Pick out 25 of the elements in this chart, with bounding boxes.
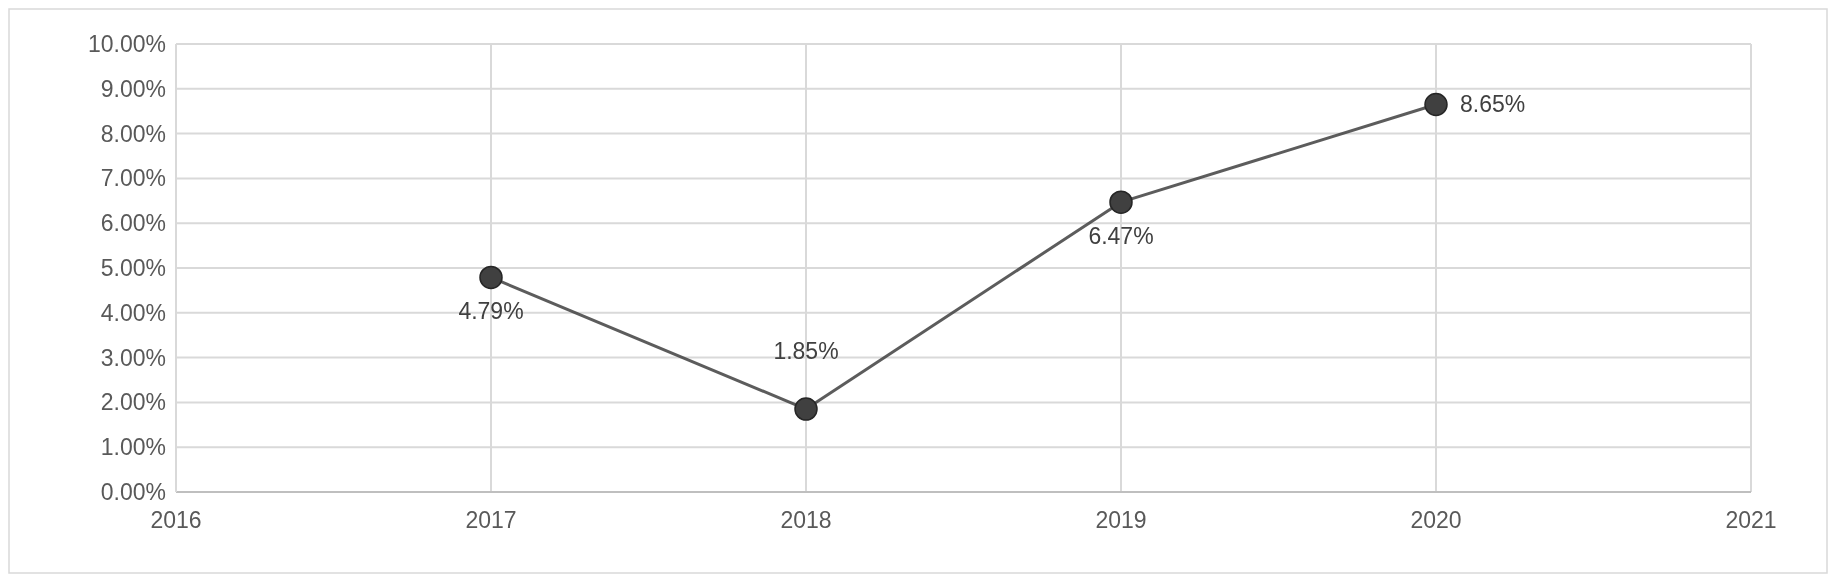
y-tick-label: 8.00% bbox=[100, 120, 166, 147]
x-tick-label: 2017 bbox=[465, 507, 517, 533]
y-tick-label: 5.00% bbox=[100, 255, 166, 282]
y-tick-label: 10.00% bbox=[87, 31, 166, 58]
x-tick-label: 2020 bbox=[1410, 507, 1462, 533]
x-tick-label: 2021 bbox=[1725, 507, 1777, 533]
data-label: 4.79% bbox=[458, 298, 524, 325]
y-tick-label: 3.00% bbox=[100, 344, 166, 371]
x-tick-label: 2018 bbox=[780, 507, 832, 533]
y-tick-label: 7.00% bbox=[100, 165, 166, 192]
point bbox=[794, 397, 818, 421]
x-tick-label: 2019 bbox=[1095, 507, 1147, 533]
data-label: 8.65% bbox=[1460, 91, 1526, 118]
data-label: 1.85% bbox=[773, 338, 839, 365]
point bbox=[1109, 190, 1133, 214]
point bbox=[479, 265, 503, 290]
y-tick-label: 6.00% bbox=[100, 210, 166, 237]
point bbox=[1424, 92, 1448, 117]
x-tick-label: 2016 bbox=[150, 507, 202, 533]
y-tick-label: 2.00% bbox=[100, 389, 166, 416]
y-tick-label: 4.00% bbox=[100, 299, 166, 326]
y-tick-label: 9.00% bbox=[100, 75, 166, 102]
y-tick-label: 0.00% bbox=[100, 479, 166, 506]
y-tick-label: 1.00% bbox=[100, 434, 166, 461]
data-label: 6.47% bbox=[1088, 223, 1154, 250]
